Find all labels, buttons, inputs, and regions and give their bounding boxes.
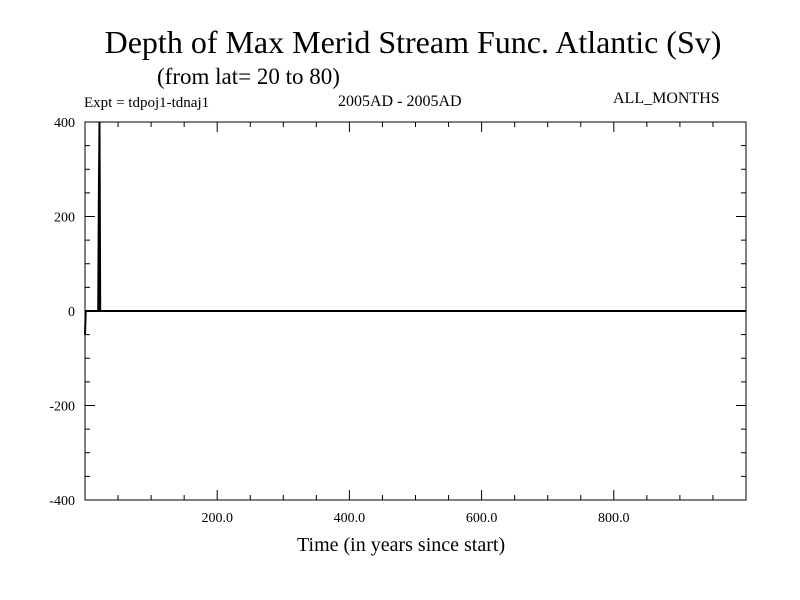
period-label: 2005AD - 2005AD	[338, 93, 462, 110]
months-label: ALL_MONTHS	[613, 90, 720, 107]
y-tick-label: 200	[54, 211, 75, 226]
chart-title: Depth of Max Merid Stream Func. Atlantic…	[104, 24, 722, 60]
experiment-label: Expt = tdpoj1-tdnaj1	[84, 95, 210, 111]
x-tick-label: 200.0	[201, 511, 233, 526]
y-tick-label: 0	[68, 305, 75, 320]
chart-subtitle: (from lat= 20 to 80)	[157, 64, 340, 89]
x-axis-label: Time (in years since start)	[297, 534, 506, 556]
x-tick-label: 800.0	[598, 511, 630, 526]
x-tick-label: 400.0	[334, 511, 366, 526]
y-tick-label: -400	[49, 494, 75, 509]
series-line	[84, 121, 746, 335]
y-tick-label: -200	[49, 400, 75, 415]
x-tick-label: 600.0	[466, 511, 498, 526]
y-tick-label: 400	[54, 116, 75, 131]
